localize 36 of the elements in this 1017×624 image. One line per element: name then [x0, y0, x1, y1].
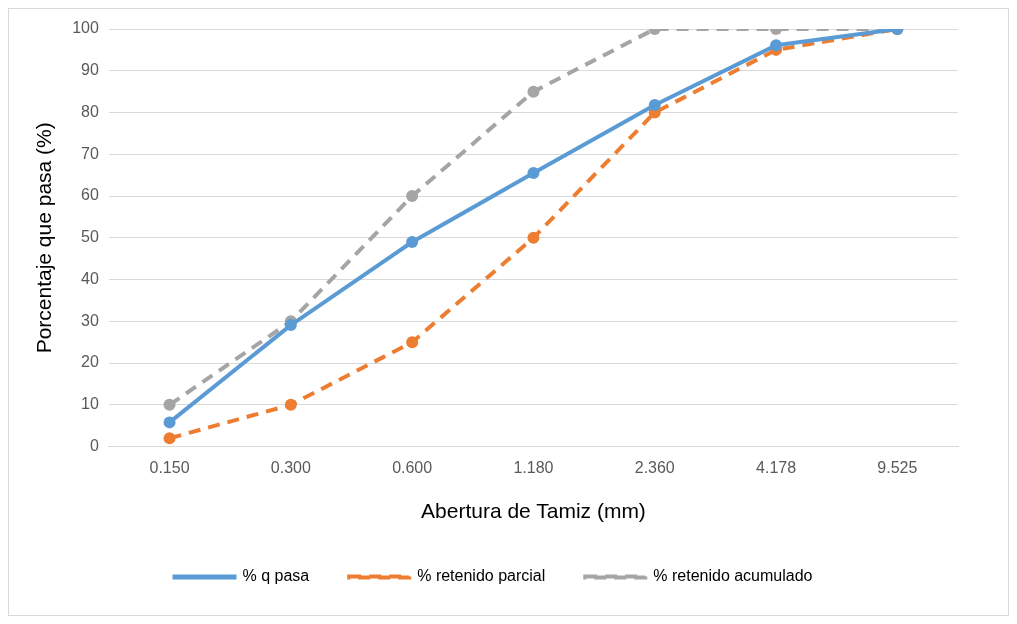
- legend-label: % retenido parcial: [417, 567, 546, 585]
- point: [163, 416, 176, 429]
- y-axis-title: Porcentaje que pasa (%): [32, 122, 56, 354]
- point: [648, 99, 661, 111]
- point: [163, 398, 176, 411]
- point: [770, 39, 783, 52]
- y-tick-label: 40: [81, 269, 99, 287]
- point: [527, 85, 540, 98]
- x-tick-label: 9.525: [877, 458, 918, 476]
- y-tick-label: 60: [81, 186, 99, 204]
- x-tick-label: 0.300: [270, 458, 311, 476]
- x-tick-label: 4.178: [756, 458, 797, 476]
- point: [527, 167, 540, 180]
- y-tick-label: 20: [81, 353, 99, 371]
- y-tick-label: 30: [81, 311, 99, 329]
- legend-label: % q pasa: [242, 567, 310, 585]
- x-axis-title: Abertura de Tamiz (mm): [421, 499, 646, 523]
- y-tick-label: 10: [81, 395, 99, 413]
- y-tick-label: 50: [81, 228, 99, 246]
- x-tick-label: 1.180: [513, 458, 554, 476]
- x-tick-label: 2.360: [634, 458, 675, 476]
- y-tick-label: 100: [72, 19, 99, 37]
- y-tick-label: 90: [81, 61, 99, 79]
- point: [163, 432, 176, 445]
- y-tick-label: 0: [89, 437, 99, 455]
- y-tick-label: 70: [81, 144, 99, 162]
- x-tick-label: 0.600: [392, 458, 433, 476]
- x-tick-label: 0.150: [149, 458, 190, 476]
- y-tick-label: 80: [81, 102, 99, 120]
- point: [406, 235, 419, 248]
- legend-label: % retenido acumulado: [653, 567, 813, 585]
- point: [284, 319, 297, 332]
- point: [527, 231, 540, 244]
- point: [406, 336, 419, 349]
- point: [406, 190, 419, 203]
- point: [284, 398, 297, 411]
